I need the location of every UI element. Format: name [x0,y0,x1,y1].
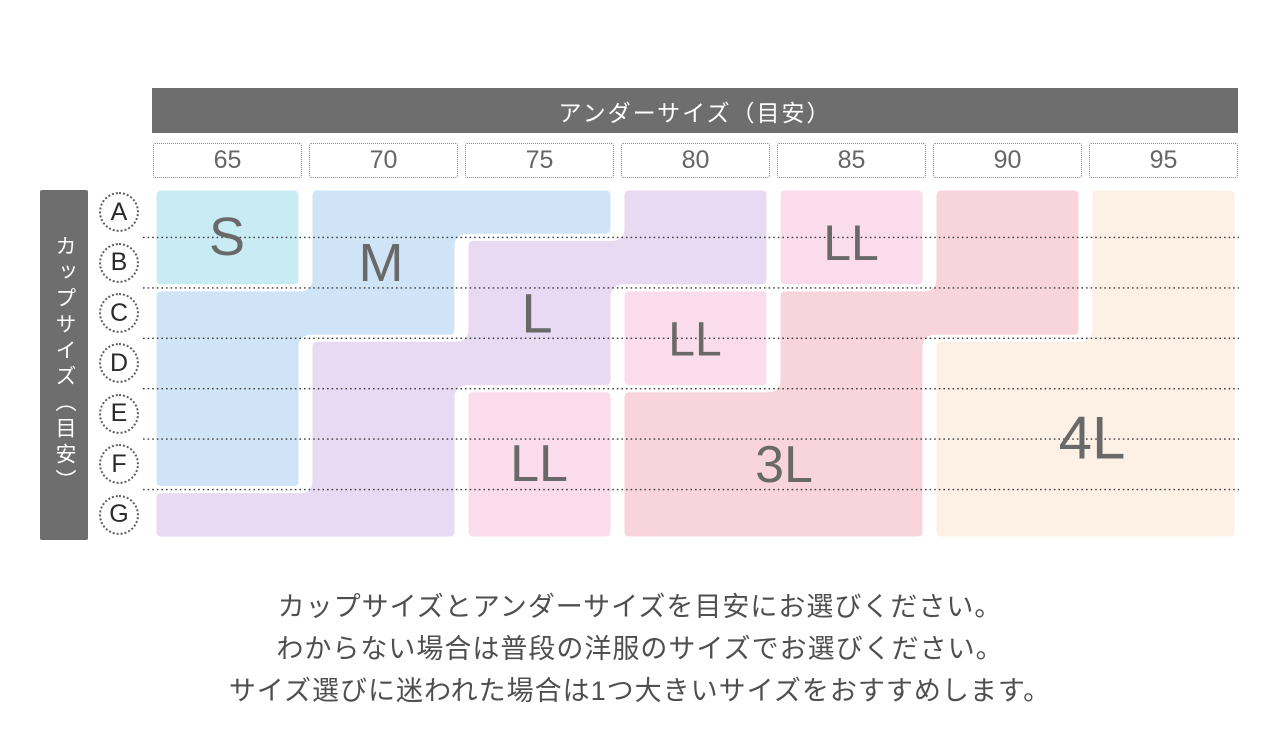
under-size-column-header: 75 [465,143,614,178]
size-region-label: 3L [755,436,813,494]
cup-size-row-badge: E [99,393,139,434]
under-size-column-header: 95 [1089,143,1238,178]
size-region-L [149,183,774,544]
cup-size-row-badge: F [99,444,139,485]
size-region-label: L [521,282,552,345]
under-size-column-header: 65 [153,143,302,178]
size-region-3L [617,183,1086,544]
cup-size-row-badge: G [99,494,139,535]
cup-size-row-badge: D [99,343,139,384]
note-line: サイズ選びに迷われた場合は1つ大きいサイズをおすすめします。 [228,676,1052,706]
under-size-column-header: 85 [777,143,926,178]
cup-size-header-title: カップサイズ（目安） [53,235,76,495]
size-region-label: S [209,207,245,267]
note-line: カップサイズとアンダーサイズを目安にお選びください。 [277,592,1003,622]
under-size-column-header: 80 [621,143,770,178]
under-size-header-title: アンダーサイズ（目安） [558,99,832,126]
under-size-column-header: 70 [309,143,458,178]
under-size-header-bar: アンダーサイズ（目安） [152,88,1238,133]
size-region-4L [929,183,1242,544]
cup-size-row-badge: C [99,293,139,334]
size-region-label: LL [668,314,721,367]
cup-size-row-badge: B [99,242,139,283]
cup-size-header-bar: カップサイズ（目安） [40,190,88,540]
size-region-label: M [359,233,404,293]
note-line: わからない場合は普段の洋服のサイズでお選びください。 [276,634,1004,664]
cup-size-row-badge: A [99,192,139,233]
size-notes: カップサイズとアンダーサイズを目安にお選びください。 わからない場合は普段の洋服… [0,586,1280,712]
size-region-label: LL [823,215,879,271]
size-region-label: LL [510,435,568,493]
under-size-column-header: 90 [933,143,1082,178]
size-region-label: 4L [1059,405,1126,472]
